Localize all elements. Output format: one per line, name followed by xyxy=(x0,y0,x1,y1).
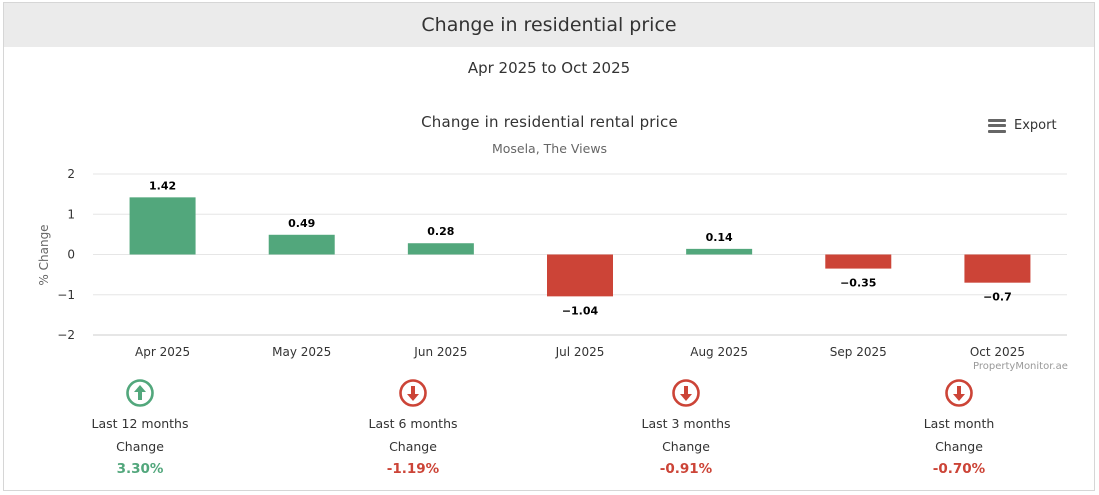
y-axis-label: % Change xyxy=(37,224,51,285)
y-tick-label: −1 xyxy=(57,288,75,302)
x-tick-label: Sep 2025 xyxy=(830,345,887,359)
summary-period: Last 3 months xyxy=(641,416,731,431)
period-range: Apr 2025 to Oct 2025 xyxy=(467,59,631,77)
y-tick-label: 2 xyxy=(67,167,75,181)
menu-icon xyxy=(988,118,1006,133)
data-label: 0.14 xyxy=(706,231,733,244)
summary-item: Last 6 months Change -1.19% xyxy=(333,378,493,477)
arrow-down-circle-icon xyxy=(945,379,973,407)
bar xyxy=(825,254,892,269)
bar xyxy=(268,234,335,255)
credit-link[interactable]: PropertyMonitor.ae xyxy=(973,361,1068,372)
card-header: Change in residential price xyxy=(4,3,1094,47)
arrow-down-circle-icon xyxy=(399,379,427,407)
summary-item: Last 3 months Change -0.91% xyxy=(606,378,766,477)
data-label: 0.28 xyxy=(427,225,454,238)
summary-change-label: Change xyxy=(116,439,164,454)
export-button[interactable]: Export xyxy=(988,118,1057,133)
arrow-down-circle-icon xyxy=(672,379,700,407)
chart-title: Change in residential rental price xyxy=(421,113,678,131)
summary-period: Last 12 months xyxy=(91,416,189,431)
bar xyxy=(407,243,474,255)
summary-item: Last month Change -0.70% xyxy=(879,378,1039,477)
bar xyxy=(547,254,613,297)
x-tick-label: Apr 2025 xyxy=(135,345,190,359)
y-tick-label: −2 xyxy=(57,328,75,342)
y-tick-label: 1 xyxy=(67,207,75,221)
data-label: −0.7 xyxy=(983,291,1012,304)
card-title: Change in residential price xyxy=(421,14,677,36)
x-tick-label: Aug 2025 xyxy=(690,345,748,359)
summary-value: -0.70% xyxy=(932,461,986,477)
data-label: −0.35 xyxy=(840,277,876,290)
summary-change-label: Change xyxy=(935,439,983,454)
summary-period: Last month xyxy=(923,416,995,431)
summary-period: Last 6 months xyxy=(368,416,458,431)
data-label: 1.42 xyxy=(149,179,176,192)
bar xyxy=(686,248,753,255)
y-tick-label: 0 xyxy=(67,248,75,262)
summary-change-label: Change xyxy=(662,439,710,454)
x-tick-label: Jun 2025 xyxy=(413,345,467,359)
summary-change-label: Change xyxy=(389,439,437,454)
bar xyxy=(129,197,196,255)
arrow-up-circle-icon xyxy=(126,379,154,407)
bar xyxy=(964,254,1031,283)
chart-subtitle: Mosela, The Views xyxy=(491,141,608,156)
summary-value: -0.91% xyxy=(659,461,713,477)
x-tick-label: May 2025 xyxy=(272,345,331,359)
x-tick-label: Oct 2025 xyxy=(970,345,1025,359)
export-label: Export xyxy=(1014,118,1057,133)
summary-value: 3.30% xyxy=(116,461,164,477)
data-label: −1.04 xyxy=(562,304,599,317)
x-tick-label: Jul 2025 xyxy=(555,345,605,359)
summary-item: Last 12 months Change 3.30% xyxy=(60,378,220,477)
summary-value: -1.19% xyxy=(386,461,440,477)
data-label: 0.49 xyxy=(288,217,315,230)
